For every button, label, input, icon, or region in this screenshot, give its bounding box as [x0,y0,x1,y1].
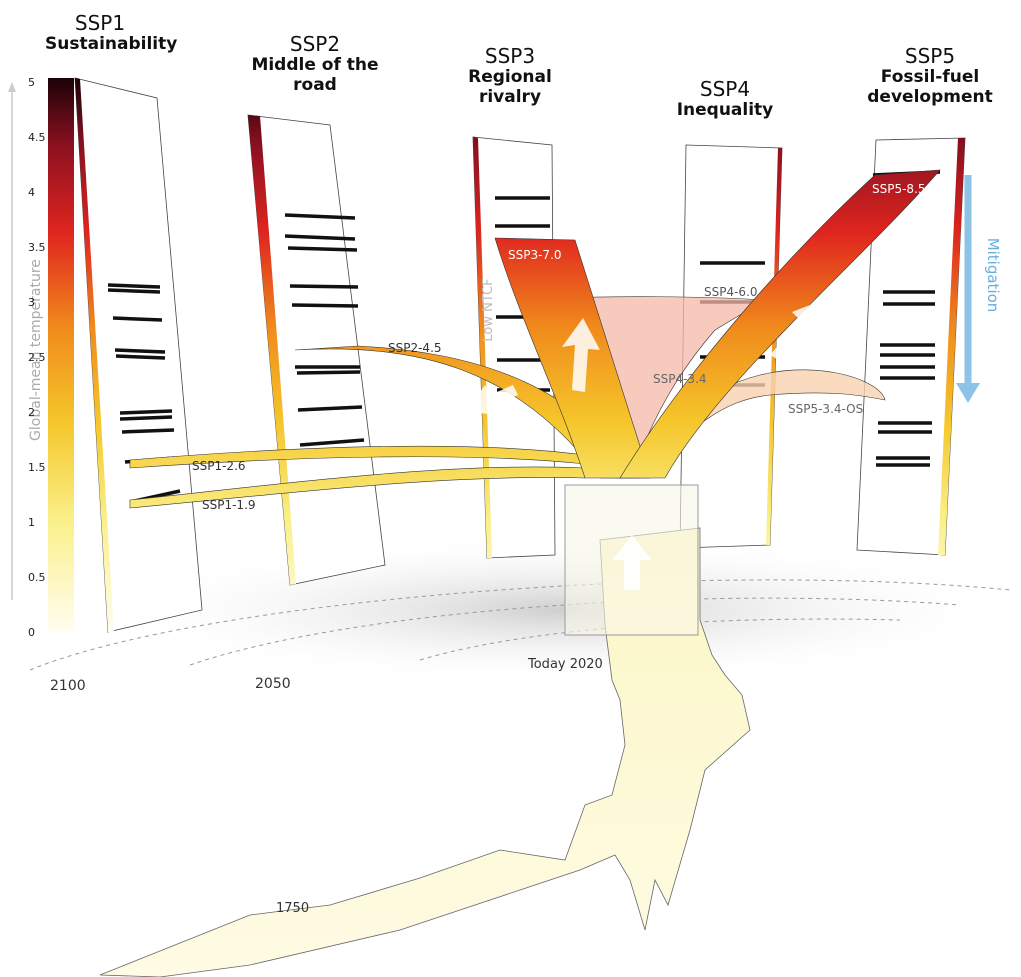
axis-arrow-head [8,82,16,92]
time-label: Today 2020 [527,657,603,672]
scenario-label: SSP5-3.4-OS [788,402,863,416]
panel-code: SSP1 [74,11,126,35]
scenario-label: SSP4-3.4 [653,372,707,386]
time-label: 2050 [255,676,291,692]
temperature-colorbar [48,78,74,632]
panel-code: SSP4 [699,77,751,101]
time-arcs [29,579,1011,671]
panel-code: SSP2 [289,32,341,56]
panel-name: Fossil-fuel development [867,67,993,107]
y-tick-label: 3 [28,296,35,309]
panel-title: SSP5 Fossil-fuel development [855,45,1005,107]
panel-name: Inequality [676,100,774,120]
panel-code: SSP5 [904,44,956,68]
y-tick-label: 4 [28,186,35,199]
axis-title: Global-mean temperature [28,259,44,441]
panel-code: SSP3 [484,44,536,68]
scenario-label: SSP4-6.0 [704,285,758,299]
y-tick-label: 0.5 [28,571,46,584]
historical-ribbon [99,527,751,977]
scenario-ribbons [129,169,941,509]
panel-title: SSP1 Sustainability [45,11,178,55]
scenario-label: SSP2-4.5 [388,341,442,355]
mitigation-arrow-head [956,383,980,403]
time-label: 1750 [276,901,309,916]
mitigation-label: Mitigation [984,238,1002,313]
scenario-label: SSP1-2.6 [192,459,246,473]
scenario-label: SSP3-7.0 [508,248,562,262]
y-tick-label: 1 [28,516,35,529]
panel-title: SSP4 Inequality [655,78,795,121]
scenario-label: SSP1-1.9 [202,498,256,512]
y-tick-label: 3.5 [28,241,46,254]
y-tick-label: 1.5 [28,461,46,474]
y-tick-label: 4.5 [28,131,46,144]
panel-title: SSP3 Regional rivalry [455,45,565,107]
panel-title: SSP2 Middle of the road [245,33,385,95]
scenario-label: SSP5-8.5 [872,182,926,196]
y-tick-label: 2.5 [28,351,46,364]
panel-name: Middle of the road [251,55,379,95]
time-label: 2100 [50,678,86,694]
trend-arrows [465,298,828,590]
y-tick-label: 2 [28,406,35,419]
low-ntcf-label: Low NTCF [481,278,496,341]
panel-name: Sustainability [45,34,178,54]
panel-name: Regional rivalry [468,67,552,107]
y-tick-label: 5 [28,76,35,89]
y-tick-label: 0 [28,626,35,639]
